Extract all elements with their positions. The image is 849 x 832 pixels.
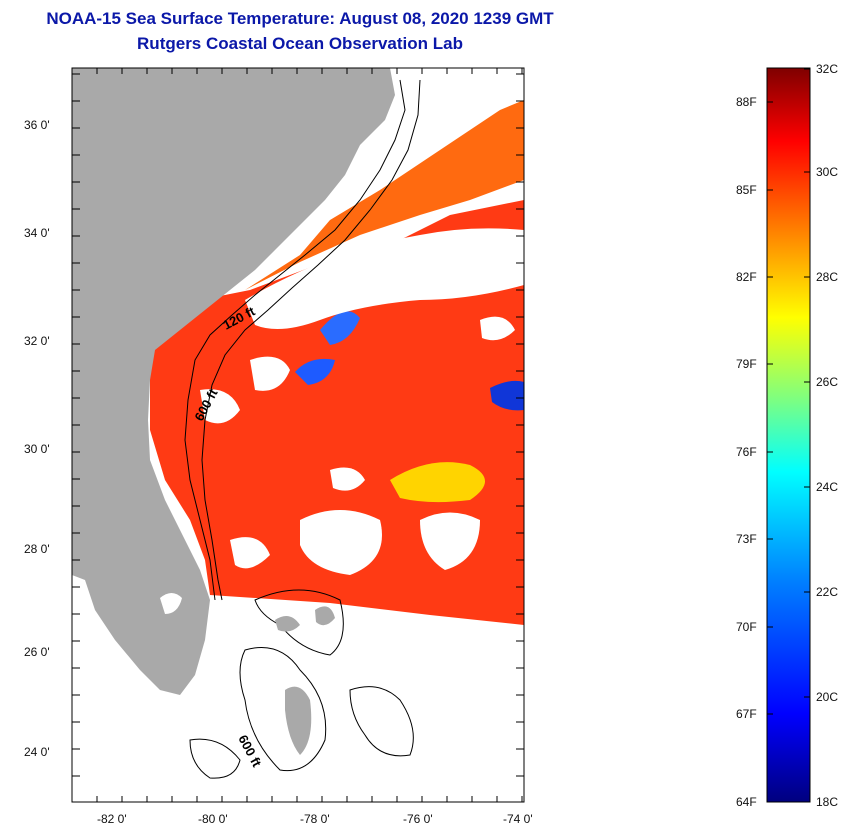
colorbar: [766, 67, 811, 803]
latitude-tick-label: 34 0': [24, 226, 50, 240]
bahamas-islands: [275, 606, 335, 755]
colorbar-fahrenheit-label: 88F: [736, 95, 757, 109]
land-lake-okeechobee: [160, 593, 182, 614]
colorbar-fahrenheit-label: 67F: [736, 707, 757, 721]
map-title: NOAA-15 Sea Surface Temperature: August …: [46, 9, 554, 28]
cloud-cover: [200, 228, 524, 575]
latitude-tick-label: 36 0': [24, 118, 50, 132]
colorbar-fahrenheit-label: 70F: [736, 620, 757, 634]
map-plot-area: [72, 68, 524, 802]
map-frame: [71, 67, 525, 803]
latitude-tick-label: 26 0': [24, 645, 50, 659]
colorbar-celsius-label: 30C: [816, 165, 839, 179]
bahamas-banks: [189, 589, 414, 779]
colorbar-fahrenheit-label: 76F: [736, 445, 757, 459]
colorbar-celsius-label: 22C: [816, 585, 839, 599]
longitude-tick-label: -76 0': [403, 812, 433, 826]
longitude-tick-label: -74 0': [503, 812, 533, 826]
latitude-tick-label: 24 0': [24, 745, 50, 759]
sst-cold-patch: [295, 358, 335, 385]
colorbar-celsius-label: 24C: [816, 480, 839, 494]
colorbar-celsius-label: 28C: [816, 270, 839, 284]
contour-600ft: [201, 79, 421, 601]
colorbar-fahrenheit-label: 73F: [736, 532, 757, 546]
longitude-tick-label: -80 0': [198, 812, 228, 826]
colorbar-celsius-label: 20C: [816, 690, 839, 704]
map-subtitle: Rutgers Coastal Ocean Observation Lab: [137, 34, 463, 53]
sst-northern-band: [245, 100, 524, 290]
latitude-tick-label: 30 0': [24, 442, 50, 456]
colorbar-celsius-label: 32C: [816, 62, 839, 76]
land-mainland: [72, 68, 395, 695]
sst-cold-patch-north: [320, 311, 360, 345]
axis-ticks: [71, 68, 810, 803]
colorbar-fahrenheit-label: 79F: [736, 357, 757, 371]
colorbar-celsius-label: 18C: [816, 795, 839, 809]
latitude-tick-label: 32 0': [24, 334, 50, 348]
longitude-tick-label: -78 0': [300, 812, 330, 826]
colorbar-fahrenheit-label: 85F: [736, 183, 757, 197]
sst-cold-patch-east: [490, 380, 524, 411]
colorbar-fahrenheit-label: 82F: [736, 270, 757, 284]
colorbar-celsius-label: 26C: [816, 375, 839, 389]
sst-cool-patch: [390, 462, 485, 503]
latitude-tick-label: 28 0': [24, 542, 50, 556]
contour-120ft: [184, 79, 406, 601]
longitude-tick-label: -82 0': [97, 812, 127, 826]
colorbar-fahrenheit-label: 64F: [736, 795, 757, 809]
